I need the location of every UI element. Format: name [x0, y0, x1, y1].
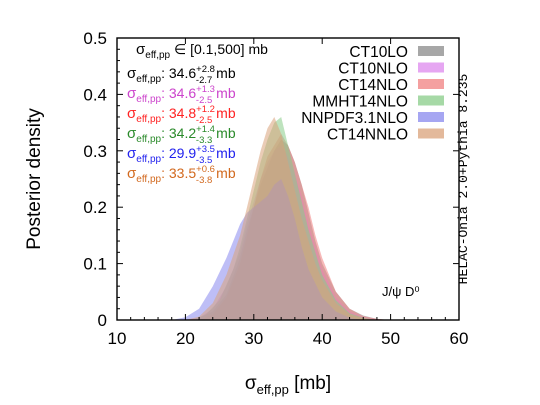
y-tick-label: 0.4: [83, 85, 107, 104]
x-axis-label: σeff,pp [mb]: [245, 373, 331, 397]
legend-label-nnpdf3-1nlo: NNPDF3.1NLO: [301, 110, 408, 127]
y-tick-label: 0: [98, 311, 107, 330]
prior-range-text: σeff,pp ∈ [0.1,500] mb: [136, 41, 268, 61]
y-tick-label: 0.2: [83, 198, 107, 217]
axis-ticks: 10 20 30 40 50 60 0 0.1 0.2 0.3 0.4 0.5: [83, 29, 468, 348]
x-tick-label: 10: [108, 329, 127, 348]
legend-swatch-ct14nlo: [418, 79, 444, 89]
fit-result-line: σeff,pp: 34.2+1.4 -3.3 mb: [127, 124, 236, 146]
process-label: J/ψ D⁰: [382, 284, 420, 299]
fit-result-line: σeff,pp: 34.6+1.3 -2.5 mb: [127, 84, 236, 106]
fit-result-line: σeff,pp: 34.6+2.8 -2.7 mb: [127, 64, 236, 86]
legend-swatch-nnpdf3-1nlo: [418, 112, 444, 122]
legend-label-mmht14nlo: MMHT14NLO: [312, 94, 408, 111]
legend-label-ct10nlo: CT10NLO: [338, 61, 408, 78]
x-tick-label: 50: [381, 329, 400, 348]
plot-area: [171, 117, 391, 320]
x-tick-label: 40: [313, 329, 332, 348]
legend-label-ct14nlo: CT14NLO: [338, 77, 408, 94]
x-tick-label: 60: [450, 329, 469, 348]
x-tick-label: 30: [244, 329, 263, 348]
legend-swatch-ct10nlo: [418, 62, 444, 73]
legend-label-ct14nnlo: CT14NNLO: [327, 127, 408, 144]
area-ct14nnlo: [185, 117, 377, 320]
plot-frame: [116, 37, 460, 321]
y-tick-label: 0.3: [83, 142, 107, 161]
legend-label-ct10lo: CT10LO: [349, 44, 408, 61]
x-tick-label: 20: [176, 329, 195, 348]
y-axis-label: Posterior density: [24, 108, 45, 250]
fit-result-line: σeff,pp: 34.8+1.2 -2.5 mb: [127, 104, 236, 126]
legend-swatch-mmht14nlo: [418, 95, 444, 106]
generator-label: HELAC-Onia 2.0+Pythia 8.235: [456, 74, 471, 285]
fit-result-line: σeff,pp: 29.9+3.5 -3.5 mb: [127, 144, 236, 166]
legend: CT10LOCT10NLOCT14NLOMMHT14NLONNPDF3.1NLO…: [301, 44, 444, 144]
y-tick-label: 0.1: [83, 255, 107, 274]
fit-result-line: σeff,pp: 33.5+0.6 -3.8 mb: [127, 164, 236, 186]
legend-swatch-ct14nnlo: [418, 128, 444, 139]
y-tick-label: 0.5: [83, 29, 107, 48]
legend-swatch-ct10lo: [418, 46, 444, 56]
